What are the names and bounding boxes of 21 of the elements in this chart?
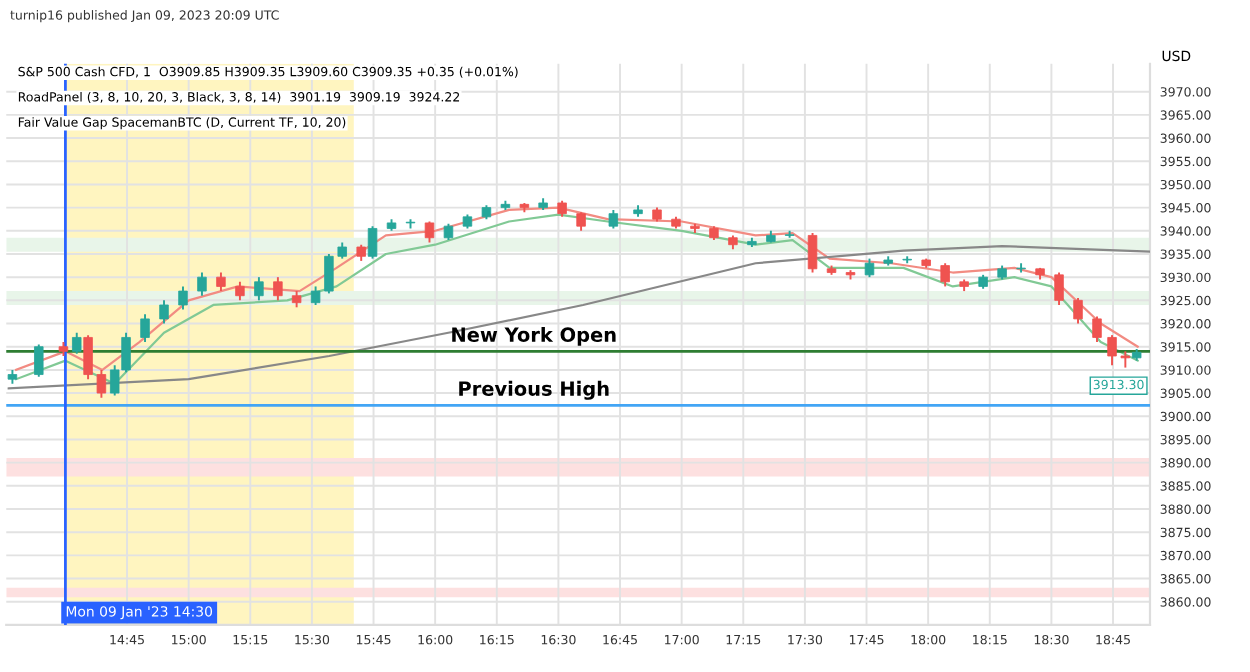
- candlestick: [235, 280, 245, 302]
- candlestick: [940, 262, 950, 288]
- candlestick: [254, 276, 264, 302]
- ref-line-label: Previous High: [459, 380, 609, 400]
- candlestick: [576, 211, 586, 232]
- candlestick: [1054, 271, 1064, 306]
- candlestick: [273, 276, 283, 302]
- candlestick: [1073, 297, 1083, 325]
- candlestick: [197, 271, 207, 297]
- ref-line-label: New York Open: [452, 326, 616, 346]
- candlestick: [140, 313, 150, 344]
- candlestick: [159, 299, 169, 325]
- candlestick: [367, 225, 378, 260]
- candlestick: [216, 271, 226, 293]
- candlestick: [608, 208, 619, 230]
- candlestick: [1092, 315, 1102, 344]
- candlestick: [807, 232, 818, 274]
- candlestick: [864, 257, 875, 279]
- candlestick: [72, 331, 82, 355]
- candlestick: [178, 285, 188, 311]
- candlestick: [34, 343, 44, 378]
